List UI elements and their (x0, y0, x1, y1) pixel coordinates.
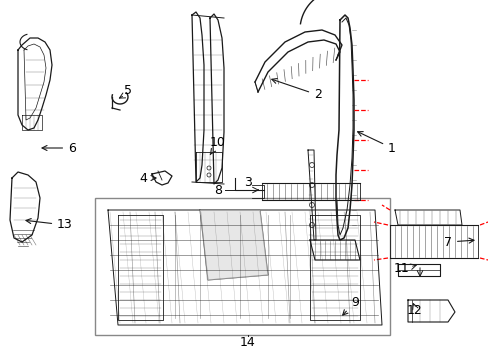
Text: 4: 4 (139, 171, 156, 184)
Text: 9: 9 (342, 296, 358, 315)
Text: 3: 3 (244, 176, 251, 189)
Text: 10: 10 (210, 136, 225, 155)
Bar (95, 198, 389, 335)
Text: 7: 7 (443, 235, 473, 248)
Text: 14: 14 (240, 336, 255, 348)
Text: 8: 8 (214, 184, 222, 197)
Text: 11: 11 (393, 261, 409, 274)
Text: 2: 2 (271, 78, 321, 102)
Polygon shape (200, 210, 267, 280)
Text: 12: 12 (407, 303, 422, 316)
Text: 5: 5 (124, 84, 132, 96)
Text: 6: 6 (42, 141, 76, 154)
Text: 13: 13 (26, 219, 73, 231)
Text: 1: 1 (357, 132, 395, 154)
